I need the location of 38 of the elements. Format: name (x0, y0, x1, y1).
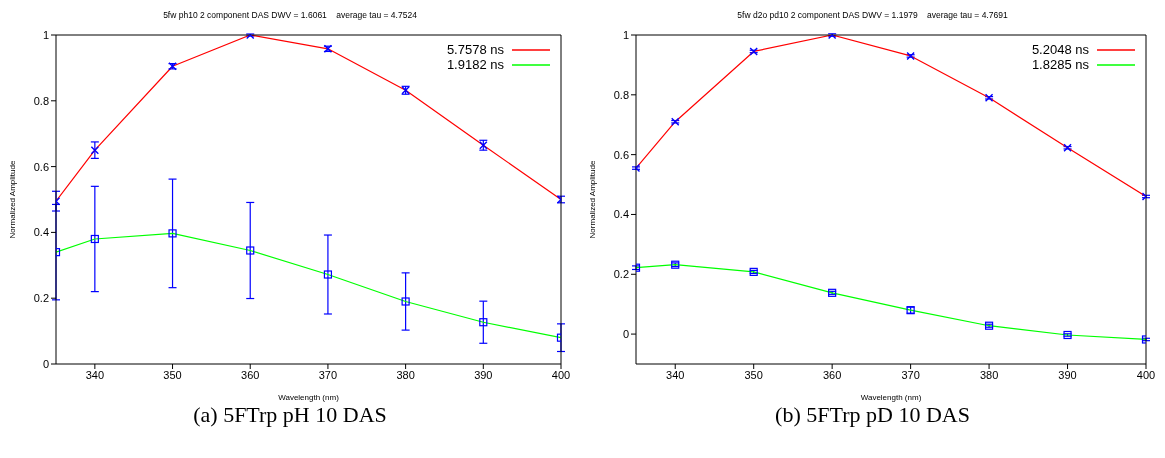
x-tick-label: 390 (1058, 368, 1077, 381)
y-tick-label: 0.4 (613, 208, 629, 221)
legend-label: 1.8285 ns (1031, 57, 1089, 72)
y-tick-label: 0.6 (33, 160, 49, 173)
legend-label: 5.2048 ns (1031, 42, 1089, 57)
x-tick-label: 380 (979, 368, 999, 381)
y-tick-label: 0.8 (33, 94, 49, 107)
x-tick-label: 400 (1136, 368, 1156, 381)
y-axis-title: Normalized Amplitude (587, 160, 597, 239)
x-tick-label: 350 (163, 368, 182, 381)
x-tick-label: 360 (822, 368, 842, 381)
legend-label: 5.7578 ns (446, 42, 504, 57)
x-tick-label: 390 (474, 368, 493, 381)
x-tick-label: 360 (241, 368, 260, 381)
y-tick-label: 1 (42, 28, 49, 41)
y-tick-label: 0.8 (613, 88, 629, 101)
x-tick-label: 370 (318, 368, 338, 381)
x-tick-label: 380 (396, 368, 415, 381)
text: (a) 5FTrp pH 10 DAS (192, 402, 388, 428)
y-tick-label: 0.6 (613, 148, 629, 161)
y-tick-label: 0.2 (613, 268, 629, 281)
x-tick-label: 350 (744, 368, 763, 381)
x-tick-label: 400 (551, 368, 571, 381)
legend-label: 1.9182 ns (446, 57, 504, 72)
y-tick-label: 0.2 (33, 292, 49, 305)
x-tick-label: 370 (901, 368, 920, 381)
chart-title: 5fw ph10 2 component DAS DWV = 1.6061 average tau = 4.7524 (162, 10, 418, 20)
y-tick-label: 1 (622, 28, 629, 41)
x-axis-title: Wavelength (nm) (860, 393, 922, 402)
y-axis-title: Normalized Amplitude (7, 160, 17, 239)
x-tick-label: 340 (666, 368, 685, 381)
text: (b) 5FTrp pD 10 DAS (774, 402, 971, 428)
y-tick-label: 0 (622, 328, 629, 340)
x-axis-title: Wavelength (nm) (278, 393, 340, 402)
x-tick-label: 340 (85, 368, 105, 381)
y-tick-label: 0.4 (33, 226, 49, 239)
y-tick-label: 0 (42, 357, 49, 370)
chart-title: 5fw d2o pd10 2 component DAS DWV = 1.1979 average tau = 4.7691 (736, 10, 1009, 20)
